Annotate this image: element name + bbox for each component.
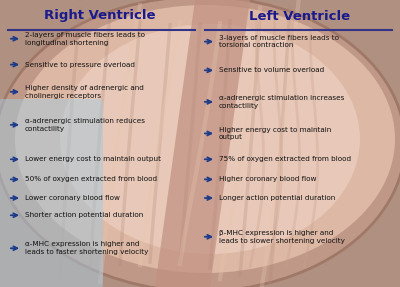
Polygon shape <box>155 0 250 287</box>
Text: Higher coronary blood flow: Higher coronary blood flow <box>219 177 316 182</box>
Text: Sensitive to volume overload: Sensitive to volume overload <box>219 67 324 73</box>
Ellipse shape <box>15 5 395 273</box>
Text: 3-layers of muscle fibers leads to
torsional contraction: 3-layers of muscle fibers leads to torsi… <box>219 35 339 49</box>
Text: Lower energy cost to maintain output: Lower energy cost to maintain output <box>25 156 161 162</box>
Text: β-MHC expression is higher and
leads to slower shortening velocity: β-MHC expression is higher and leads to … <box>219 230 345 244</box>
Text: Right Ventricle: Right Ventricle <box>44 9 156 22</box>
Text: Higher density of adrenergic and
cholinergic receptors: Higher density of adrenergic and choline… <box>25 85 144 99</box>
Text: Lower coronary blood flow: Lower coronary blood flow <box>25 195 120 201</box>
Text: 50% of oxygen extracted from blood: 50% of oxygen extracted from blood <box>25 177 157 182</box>
FancyBboxPatch shape <box>0 99 103 287</box>
Text: Left Ventricle: Left Ventricle <box>250 9 350 22</box>
Text: Longer action potential duration: Longer action potential duration <box>219 195 335 201</box>
Text: α-MHC expression is higher and
leads to faster shortening velocity: α-MHC expression is higher and leads to … <box>25 241 148 255</box>
Text: α-adrenergic stimulation reduces
contactility: α-adrenergic stimulation reduces contact… <box>25 118 145 132</box>
Text: Shorter action potential duration: Shorter action potential duration <box>25 212 143 218</box>
Text: Higher energy cost to maintain
output: Higher energy cost to maintain output <box>219 127 331 140</box>
Text: α-adrenergic stimulation increases
contactility: α-adrenergic stimulation increases conta… <box>219 95 344 109</box>
Text: 75% of oxygen extracted from blood: 75% of oxygen extracted from blood <box>219 156 351 162</box>
Text: 2-layers of muscle fibers leads to
longitudinal shortening: 2-layers of muscle fibers leads to longi… <box>25 32 145 46</box>
Ellipse shape <box>60 24 360 254</box>
Text: Sensitive to pressure overload: Sensitive to pressure overload <box>25 62 135 67</box>
